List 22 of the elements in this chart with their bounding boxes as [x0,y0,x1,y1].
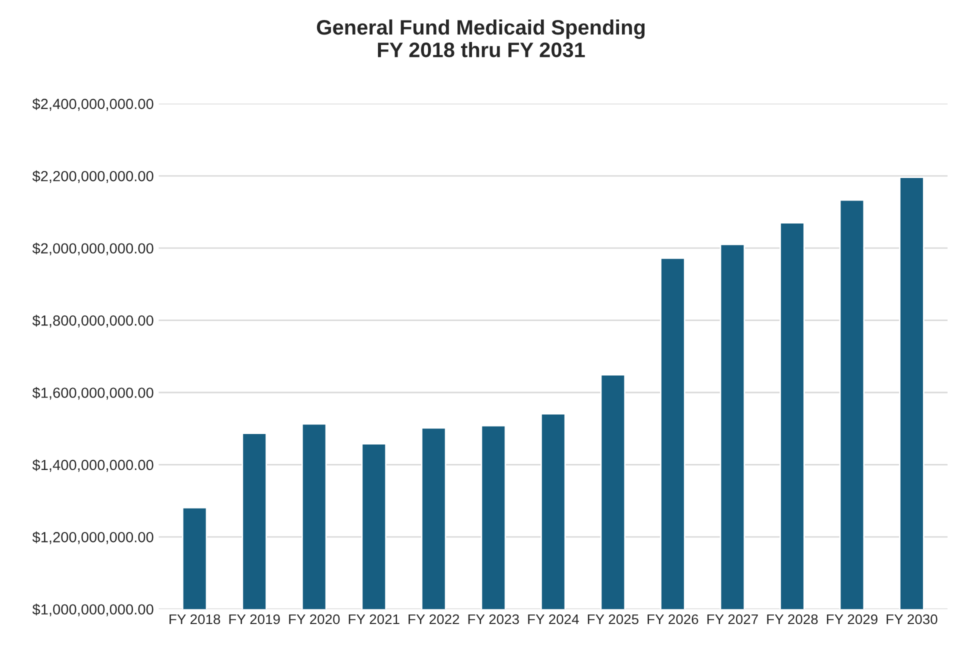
y-tick-label: $1,200,000,000.00 [32,531,154,544]
y-tick-label: $2,400,000,000.00 [32,98,154,111]
x-tick-label: FY 2023 [468,614,519,624]
x-tick-label: FY 2029 [826,614,878,624]
x-tick-label: FY 2022 [408,614,460,624]
y-tick-label: $1,600,000,000.00 [32,386,154,400]
y-tick-label: $2,200,000,000.00 [32,170,154,184]
chart-title: General Fund Medicaid Spending FY 2018 thru FY 2031 [316,19,645,58]
x-tick-label: FY 2026 [648,614,698,624]
x-tick-label: FY 2018 [170,614,220,624]
x-tick-label: FY 2025 [588,614,638,624]
x-tick-label: FY 2027 [707,614,758,624]
y-tick-label: $1,400,000,000.00 [32,459,154,472]
x-tick-label: FY 2021 [348,614,400,624]
x-tick-label: FY 2024 [528,614,579,624]
x-tick-label: FY 2019 [229,614,280,624]
y-tick-label: $1,000,000,000.00 [32,604,154,616]
x-tick-label: FY 2030 [886,614,938,624]
x-tick-label: FY 2028 [767,614,818,624]
x-tick-label: FY 2020 [289,614,340,624]
y-tick-label: $2,000,000,000.00 [32,242,154,256]
y-tick-label: $1,800,000,000.00 [32,314,154,328]
